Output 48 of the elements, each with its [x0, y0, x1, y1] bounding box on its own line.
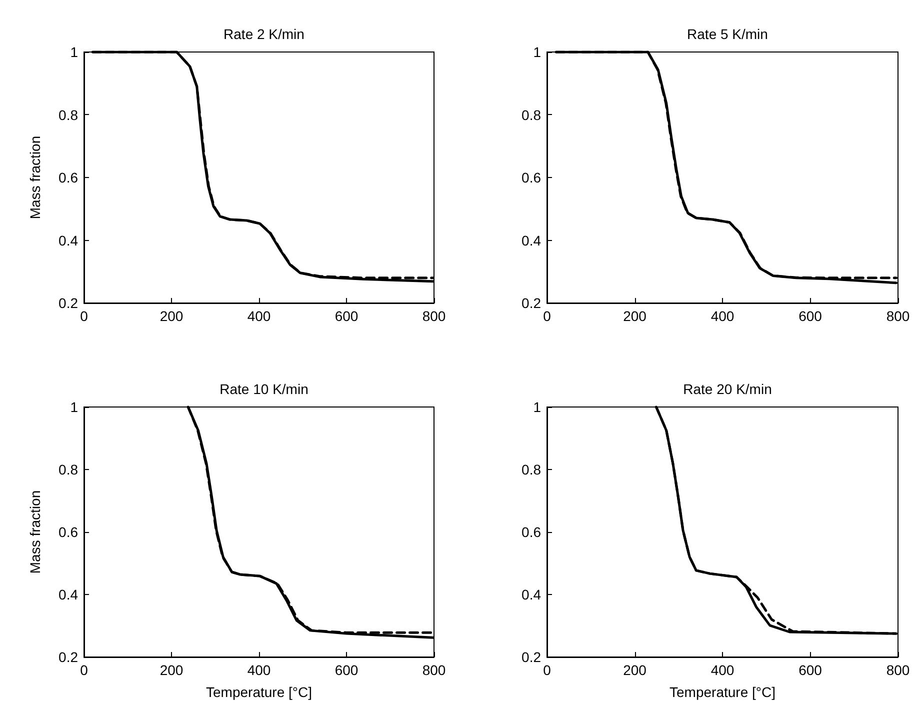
y-tick-label: 0.8: [58, 462, 78, 478]
y-tick-label: 0.2: [522, 649, 542, 665]
x-tick-label: 800: [886, 308, 910, 324]
chart-title: Rate 2 K/min: [224, 26, 304, 42]
y-tick-label: 1: [70, 399, 78, 415]
x-tick-label: 600: [334, 308, 358, 324]
x-tick-label: 200: [160, 308, 184, 324]
x-tick-label: 0: [80, 308, 88, 324]
y-tick-label: 1: [533, 44, 542, 60]
x-tick-label: 200: [623, 308, 647, 324]
x-axis-title: Temperature [°C]: [670, 684, 776, 700]
y-axis-title: Mass fraction: [27, 490, 43, 574]
y-axis-title: Mass fraction: [27, 136, 43, 220]
y-tick-label: 0.4: [522, 232, 542, 248]
y-tick-label: 0.6: [522, 524, 542, 540]
x-tick-label: 0: [80, 662, 88, 678]
y-tick-label: 1: [533, 399, 542, 415]
x-axis-title: Temperature [°C]: [206, 684, 312, 700]
x-tick-label: 400: [710, 662, 734, 678]
y-tick-label: 1: [70, 44, 78, 60]
x-tick-label: 400: [247, 662, 271, 678]
x-tick-label: 800: [422, 308, 446, 324]
x-tick-label: 400: [247, 308, 271, 324]
y-tick-label: 0.4: [58, 232, 78, 248]
y-tick-label: 0.6: [522, 170, 542, 186]
x-tick-label: 200: [160, 662, 184, 678]
x-tick-label: 400: [710, 308, 734, 324]
x-tick-label: 0: [543, 308, 552, 324]
y-tick-label: 0.2: [522, 295, 542, 311]
chart-title: Rate 10 K/min: [220, 381, 308, 397]
y-tick-label: 0.6: [58, 170, 78, 186]
y-tick-label: 0.6: [58, 524, 78, 540]
y-tick-label: 0.8: [58, 106, 78, 123]
x-tick-label: 800: [886, 662, 910, 678]
y-tick-label: 0.4: [58, 586, 78, 602]
x-tick-label: 600: [798, 662, 822, 678]
x-tick-label: 600: [334, 662, 358, 678]
y-tick-label: 0.2: [58, 295, 78, 311]
x-tick-label: 800: [422, 662, 446, 678]
y-tick-label: 0.8: [522, 462, 542, 478]
y-tick-label: 0.8: [522, 106, 542, 123]
x-tick-label: 0: [543, 662, 552, 678]
x-tick-label: 200: [623, 662, 647, 678]
chart-title: Rate 20 K/min: [683, 381, 772, 397]
chart-title: Rate 5 K/min: [687, 26, 768, 42]
y-tick-label: 0.4: [522, 586, 542, 602]
y-tick-label: 0.2: [58, 649, 78, 665]
x-tick-label: 600: [798, 308, 822, 324]
